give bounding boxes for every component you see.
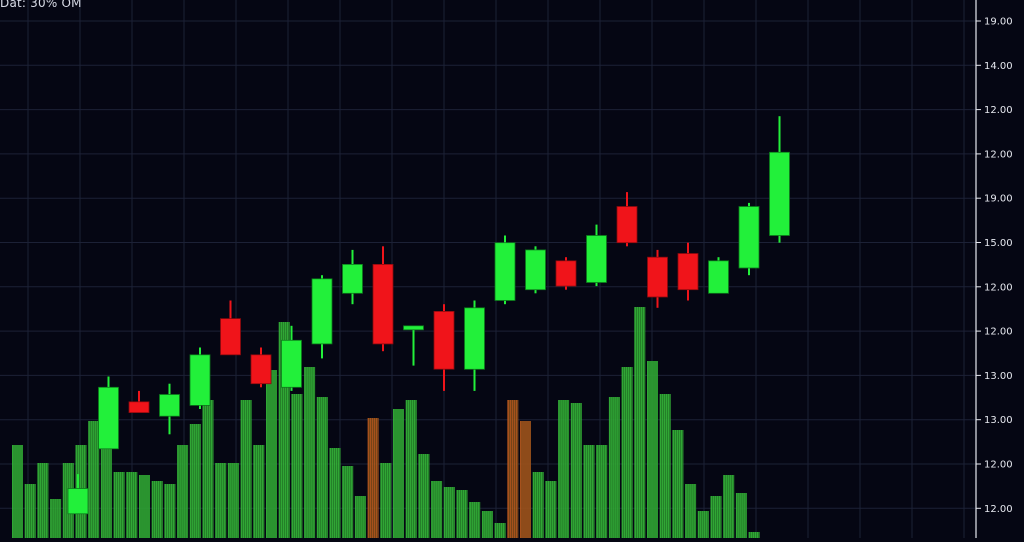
volume-bar [50,499,62,538]
volume-bar [469,502,481,538]
candle-body-up [586,235,607,283]
volume-bar [380,463,392,538]
volume-bar [685,484,697,538]
candle-body-up [769,151,790,236]
volume-bar [151,481,163,538]
volume-bar [735,493,747,538]
candle-body-up [311,278,333,345]
volume-bar [697,511,709,538]
y-axis-ticks: 19.00 14.00 12.00 12.00 19.00 15.00 12.00 12.00… [976,17,1013,515]
volume-bar [367,418,379,538]
candle-body-up [189,354,211,406]
volume-bars [12,307,760,538]
candle-body-up [159,394,180,417]
y-tick-label: 19.00 [984,17,1013,28]
volume-bar [659,394,671,538]
volume-bar [202,400,214,538]
volume-bar [342,466,354,538]
y-tick-label: 12.00 [984,460,1013,471]
volume-bar [583,445,595,538]
volume-bar [177,445,189,538]
candle-body-down [677,253,699,291]
volume-bar [558,400,570,538]
candle-body-down [433,310,455,370]
volume-bar [304,367,316,538]
volume-bar [621,367,633,538]
volume-bar [37,463,49,538]
volume-bar [126,472,138,538]
volume-bar [507,400,519,538]
volume-bar [329,448,341,538]
volume-bar [291,394,303,538]
volume-bar [596,445,608,538]
y-tick-label: 13.00 [984,415,1013,426]
volume-bar [227,463,239,538]
y-tick-label: 12.00 [984,149,1013,160]
candle-body-up [98,386,119,450]
candle-body-up [403,325,424,331]
volume-bar [520,421,531,538]
volume-bar [113,472,125,538]
volume-bar [608,397,620,538]
y-tick-label: 12.00 [984,282,1013,293]
candle-body-down [616,206,638,244]
volume-bar [316,397,328,538]
y-tick-label: 12.00 [984,105,1013,116]
candle-body-up [738,206,760,269]
volume-bar [481,511,493,538]
candle-body-down [555,260,577,287]
volume-bar [634,307,646,538]
volume-bar [393,409,404,538]
volume-bar [354,496,366,538]
candle-body-up [342,263,363,294]
y-tick-label: 13.00 [984,371,1013,382]
candle-body-down [128,401,150,413]
volume-bar [443,487,455,538]
candle-body-up [708,260,729,294]
candle-body-up [494,242,516,301]
y-tick-label: 12.00 [984,327,1013,338]
y-tick-label: 12.00 [984,504,1013,515]
volume-bar [139,475,150,538]
candle-body-down [250,354,272,385]
volume-bar [431,481,443,538]
candle-body-up [525,249,546,291]
volume-bar [12,445,23,538]
volume-bar [278,322,290,538]
volume-bar [164,484,176,538]
candle-body-up [67,488,89,515]
candle-body-down [220,318,241,356]
volume-bar [494,523,506,538]
volume-bar [240,400,252,538]
candles [67,116,790,515]
candle-body-up [464,307,485,370]
chart-header-label: Dat: 30% OM [0,0,82,10]
volume-bar [532,472,544,538]
candle-body-up [281,339,302,388]
volume-bar [710,496,722,538]
volume-bar [545,481,557,538]
volume-bar [723,475,735,538]
candle-body-down [647,256,668,298]
volume-bar [672,430,684,538]
volume-bar [24,484,36,538]
volume-bar [570,403,582,538]
volume-bar [748,532,760,538]
volume-bar [405,400,417,538]
volume-bar [100,445,112,538]
y-tick-label: 15.00 [984,238,1013,249]
volume-bar [647,361,658,538]
y-tick-label: 14.00 [984,61,1013,72]
volume-bar [418,454,430,538]
volume-bar [215,463,227,538]
volume-bar [266,370,277,538]
volume-bar [456,490,468,538]
candle-body-down [372,263,394,345]
volume-bar [88,421,100,538]
volume-bar [189,424,201,538]
volume-bar [253,445,265,538]
y-tick-label: 19.00 [984,194,1013,205]
